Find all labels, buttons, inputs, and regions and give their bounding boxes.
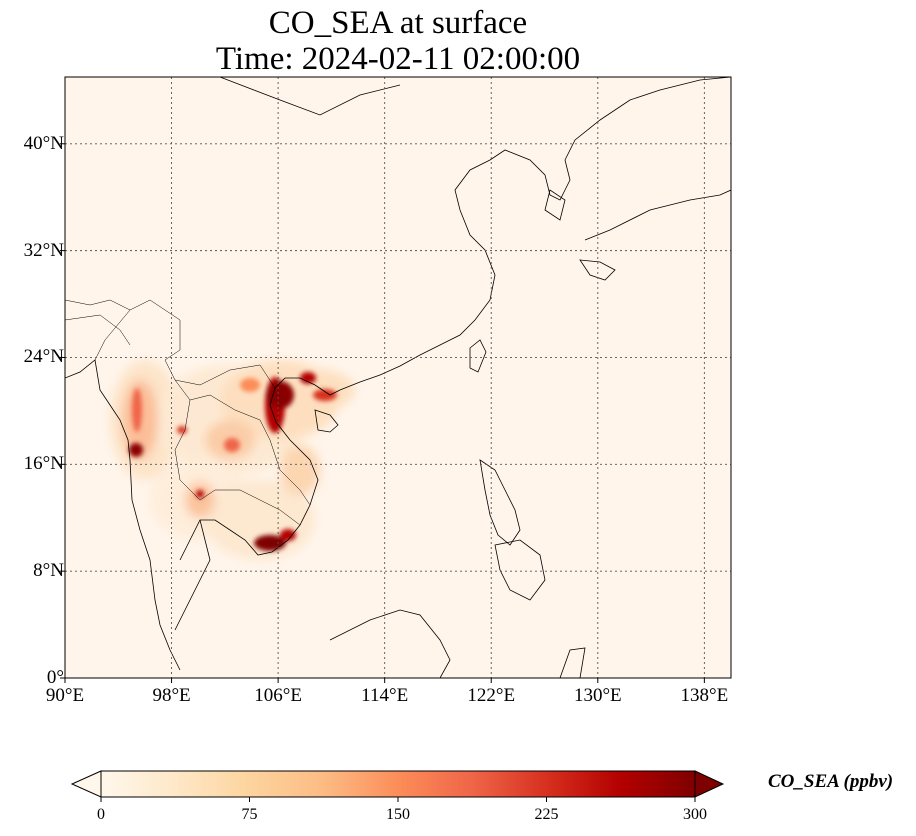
lon-tick-label: 122°E [467,685,516,706]
lon-tick-label: 90°E [45,685,85,706]
colorbar-label: CO_SEA (ppbv) [768,771,894,792]
country-borders [65,299,311,526]
colorbar-extend-min [70,770,102,798]
chart-subtitle-time: Time: 2024-02-11 02:00:00 [215,41,581,77]
lat-tick-label: 40°N [23,132,64,154]
colorbar-tick-label: 0 [97,806,105,823]
colorbar-tick-label: 300 [683,806,707,823]
lon-tick-label: 114°E [361,685,409,706]
lat-tick-label: 0° [46,667,64,688]
colorbar-gradient [101,771,695,797]
colorbar-extend-max [694,770,725,798]
lon-tick-label: 130°E [573,685,622,706]
concentration-field [110,360,355,560]
map-frame [64,76,732,679]
map-background [65,77,731,678]
lat-tick-label: 8°N [33,560,64,582]
axis-tick-marks [60,143,705,683]
chart-title: CO_SEA at surface [268,5,528,41]
lat-tick-label: 24°N [23,346,64,368]
lon-tick-label: 98°E [152,685,191,706]
colorbar [70,770,725,802]
lat-tick-label: 16°N [23,453,64,475]
lat-tick-label: 32°N [23,239,64,261]
colorbar-tick-label: 150 [386,806,410,823]
lon-tick-label: 138°E [680,685,729,706]
coastlines [65,77,731,678]
lon-tick-label: 106°E [254,685,302,706]
colorbar-tick-label: 75 [241,806,258,823]
gridlines [65,77,731,678]
colorbar-tick-label: 225 [534,806,559,823]
